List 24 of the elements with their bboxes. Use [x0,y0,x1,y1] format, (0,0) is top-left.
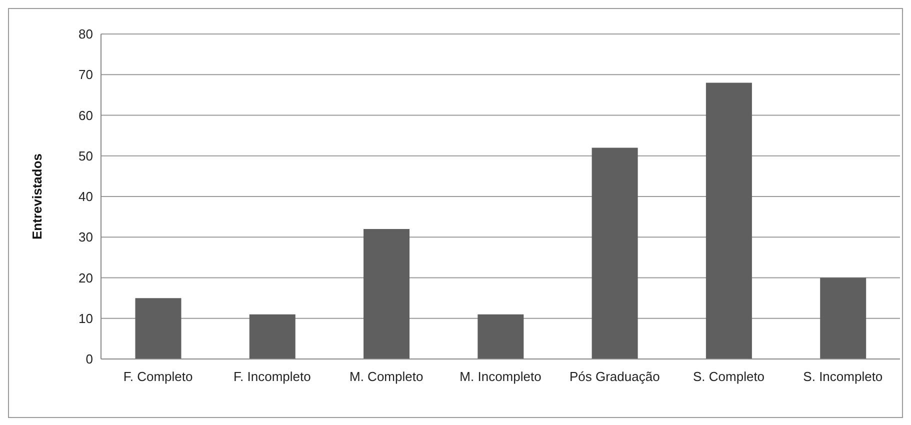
y-tick-label: 50 [78,148,93,164]
x-tick-label: M. Completo [350,369,424,384]
y-tick-label: 70 [78,67,93,82]
x-tick-label: S. Completo [693,369,765,384]
bar [820,278,866,359]
bar [592,148,638,359]
y-axis-title: Entrevistados [30,154,45,240]
x-tick-label: F. Completo [123,369,193,384]
bar [706,82,752,359]
y-tick-label: 40 [78,189,93,204]
y-tick-label: 10 [78,310,93,326]
y-tick-label: 0 [86,352,93,367]
bar [364,229,410,359]
x-tick-label: Pós Graduação [569,369,660,384]
y-tick-label: 60 [78,108,93,123]
x-tick-label: F. Incompleto [234,369,311,384]
bar [135,298,182,359]
bar [478,314,524,359]
x-tick-label: M. Incompleto [460,369,542,384]
bar [249,314,296,359]
y-tick-label: 80 [78,26,93,42]
y-tick-label: 30 [78,230,93,245]
y-tick-label: 20 [78,270,93,286]
x-tick-label: S. Incompleto [803,369,883,384]
